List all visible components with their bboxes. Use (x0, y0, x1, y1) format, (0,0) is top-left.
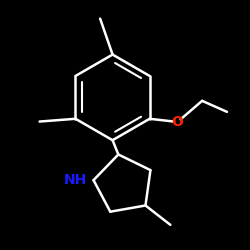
Text: NH: NH (63, 173, 86, 187)
Text: O: O (171, 114, 183, 128)
